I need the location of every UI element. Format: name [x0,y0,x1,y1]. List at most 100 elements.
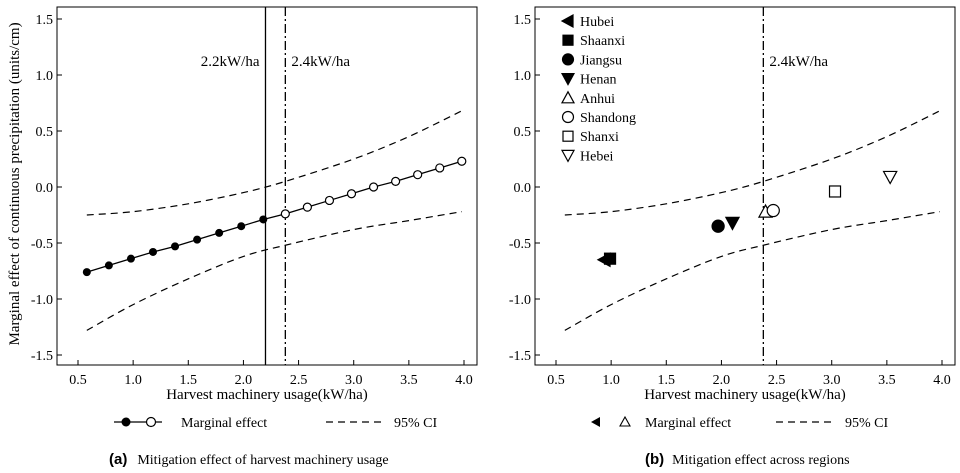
b-legend-label-shaanxi: Shaanxi [580,34,625,49]
b-legend-label-hubei: Hubei [580,15,614,30]
legend-a-ci-label: 95% CI [394,416,438,431]
legend-b-marker-label: Marginal effect [645,416,731,431]
legend-b-open-triangle [619,415,631,427]
a-point-filled [126,254,135,263]
b-xtick-label: 3.0 [823,373,841,388]
b-ytick-label: -1.0 [509,293,531,308]
b-legend-marker-anhui [560,90,576,104]
a-xtick-label: 2.0 [235,373,253,388]
a-ytick-label: -0.5 [31,237,53,252]
a-ci-upper [86,110,463,216]
b-region-point-shaanxi [603,252,617,265]
b-ci-lower [564,211,940,331]
y-ticks-b: -1.5 -1.0 -0.5 0.0 0.5 1.0 1.5 [509,13,540,364]
caption-b-text: Mitigation effect across regions [672,453,849,468]
caption-a: (a) Mitigation effect of harvest machine… [109,451,389,468]
a-ci-lower [86,211,462,331]
b-region-point-shanxi [828,185,842,198]
b-xtick-label: 1.5 [658,373,676,388]
b-legend-marker-jiangsu [561,53,575,66]
a-point-open [302,202,312,212]
a-xtick-label: 4.0 [455,373,473,388]
plot-frame-b [534,6,956,366]
b-legend-label-hebei: Hebei [580,149,614,164]
a-threshold-label: 2.2kW/ha [201,54,260,70]
caption-b: (b) Mitigation effect across regions [645,451,850,468]
a-xtick-label: 0.5 [69,373,87,388]
a-point-open [324,195,335,206]
b-ytick-label: 0.0 [514,181,532,196]
b-xtick-label: 0.5 [547,373,565,388]
marginal-effect-series-a [82,156,467,277]
b-ytick-label: -1.5 [509,349,531,364]
panel-b: -1.5 -1.0 -0.5 0.0 0.5 1.0 1.5 0.5 1.0 1.5 2.0 2.5… [509,6,956,468]
legend-a-open-circle [145,416,157,428]
legend-b-filled-triangle [591,417,600,427]
x-ticks-b: 0.5 1.0 1.5 2.0 2.5 3.0 3.5 4.0 [547,360,951,388]
a-ytick-label: 1.0 [36,69,54,84]
a-point-filled [82,268,91,277]
a-threshold-label: 2.4kW/ha [291,54,350,70]
b-region-point-shandong [766,203,780,218]
plot-frame-a [56,6,478,366]
b-legend-label-shanxi: Shanxi [580,130,619,145]
legend-a-marker-label: Marginal effect [181,416,267,431]
panel-a: -1.5 -1.0 -0.5 0.0 0.5 1.0 1.5 0.5 1.0 1.5 2.0 2.5… [31,6,478,468]
region-points-b [596,170,898,268]
a-point-open [413,170,423,180]
a-point-open [391,176,401,186]
b-legend-marker-hebei [560,149,576,163]
a-point-filled [104,261,113,270]
a-point-filled [259,215,268,224]
a-xtick-label: 2.5 [290,373,308,388]
b-legend-marker-shandong [561,110,575,124]
b-region-point-jiangsu [711,219,725,233]
a-ytick-label: 0.0 [36,181,54,196]
b-legend-marker-hubei [560,13,574,29]
threshold-lines-b: 2.4kW/ha [762,7,828,365]
ci-lines-a [86,110,463,331]
a-ytick-label: 1.5 [36,13,54,28]
b-legend-marker-shaanxi [562,34,574,46]
a-xtick-label: 3.0 [345,373,363,388]
b-legend-label-anhui: Anhui [580,92,615,107]
b-ytick-label: 1.5 [514,13,532,28]
x-axis-label-a: Harvest machinery usage(kW/ha) [166,387,368,403]
region-legend-b: Hubei Shaanxi Jiangsu Henan Anhui Shandong Sha… [560,13,636,164]
caption-b-tag: (b) [645,451,664,468]
a-ytick-label: -1.5 [31,349,53,364]
a-point-open [280,209,290,219]
a-point-filled [237,222,246,231]
x-ticks-a: 0.5 1.0 1.5 2.0 2.5 3.0 3.5 4.0 [69,360,473,388]
caption-a-text: Mitigation effect of harvest machinery u… [137,453,388,468]
legend-b-ci-label: 95% CI [845,416,889,431]
b-legend-marker-henan [560,73,576,86]
caption-a-tag: (a) [109,451,127,468]
b-region-point-hebei [882,170,898,185]
a-marginal-effect-line [86,160,462,273]
y-ticks-a: -1.5 -1.0 -0.5 0.0 0.5 1.0 1.5 [31,13,62,364]
b-xtick-label: 4.0 [933,373,951,388]
a-point-open [368,182,379,192]
a-point-filled [193,235,202,244]
b-ytick-label: -0.5 [509,237,531,252]
legend-b: Marginal effect 95% CI [591,415,889,431]
a-point-filled [148,247,157,256]
ci-lines-b [564,110,941,331]
b-threshold-label: 2.4kW/ha [769,54,828,70]
a-xtick-label: 3.5 [400,373,418,388]
legend-a: Marginal effect 95% CI [114,416,438,431]
a-xtick-label: 1.5 [180,373,198,388]
b-ytick-label: 0.5 [514,125,532,140]
b-legend-label-jiangsu: Jiangsu [580,53,622,68]
b-legend-label-shandong: Shandong [580,111,636,126]
b-xtick-label: 2.5 [768,373,786,388]
a-point-open [435,163,445,173]
b-ci-upper [564,110,941,216]
a-point-open [457,156,467,166]
b-legend-marker-shanxi [562,130,574,142]
a-ytick-label: -1.0 [31,293,53,308]
b-xtick-label: 3.5 [878,373,896,388]
y-axis-label: Marginal effect of continuous precipitat… [7,22,23,345]
